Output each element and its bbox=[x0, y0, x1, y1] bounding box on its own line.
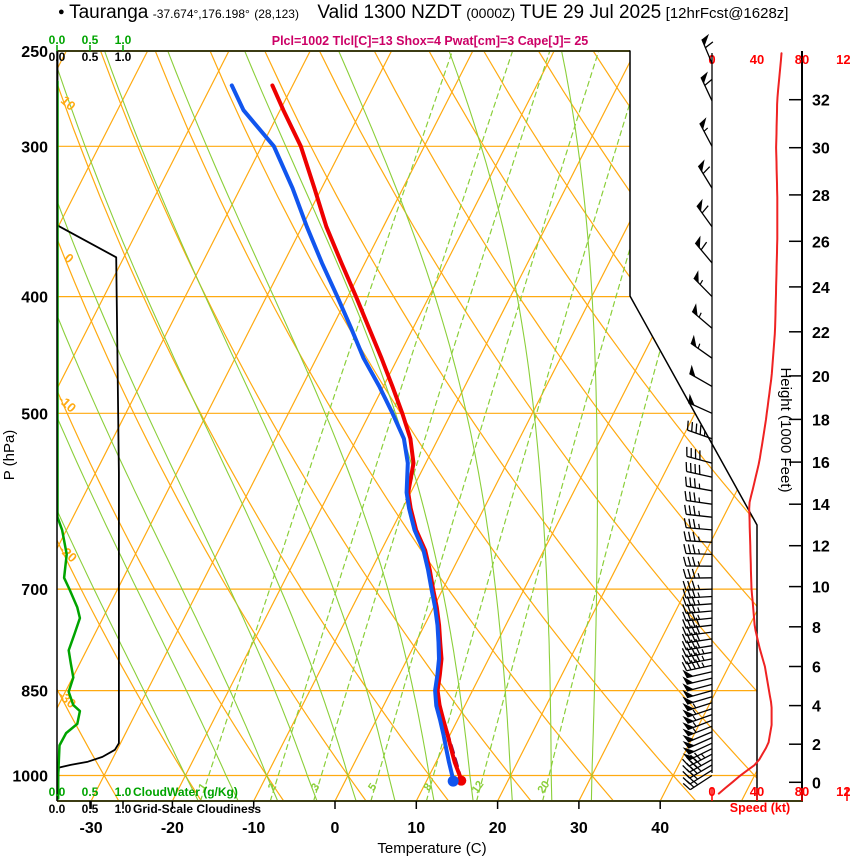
svg-text:10: 10 bbox=[812, 580, 830, 597]
svg-text:0.0: 0.0 bbox=[49, 33, 66, 47]
svg-text:20: 20 bbox=[536, 779, 553, 796]
svg-text:1.0: 1.0 bbox=[115, 785, 132, 799]
svg-text:0.5: 0.5 bbox=[82, 50, 99, 64]
svg-text:40: 40 bbox=[651, 820, 669, 837]
station-coords: -37.674°,176.198° bbox=[152, 7, 250, 21]
svg-text:2: 2 bbox=[812, 737, 821, 754]
svg-text:250: 250 bbox=[21, 44, 48, 61]
svg-text:400: 400 bbox=[21, 290, 48, 307]
svg-text:32: 32 bbox=[812, 93, 830, 110]
station-gridpoint: (28,123) bbox=[254, 7, 299, 21]
svg-text:0: 0 bbox=[61, 250, 76, 266]
svg-text:120: 120 bbox=[836, 784, 850, 799]
svg-text:14: 14 bbox=[812, 497, 830, 514]
svg-text:30: 30 bbox=[812, 141, 830, 158]
svg-text:40: 40 bbox=[750, 52, 764, 67]
svg-text:120: 120 bbox=[836, 52, 850, 67]
svg-text:P (hPa): P (hPa) bbox=[1, 430, 18, 481]
svg-text:5: 5 bbox=[366, 781, 379, 793]
valid-time: Valid 1300 NZDT bbox=[317, 2, 462, 23]
svg-text:3: 3 bbox=[309, 781, 322, 793]
svg-text:26: 26 bbox=[812, 234, 830, 251]
valid-zulu: (0000Z) bbox=[466, 5, 516, 21]
svg-text:1.0: 1.0 bbox=[115, 802, 132, 816]
svg-text:0.0: 0.0 bbox=[49, 50, 66, 64]
forecast-tag: [12hrFcst@1628z] bbox=[665, 5, 789, 22]
svg-text:0.0: 0.0 bbox=[49, 802, 66, 816]
svg-text:850: 850 bbox=[21, 684, 48, 701]
svg-text:30: 30 bbox=[570, 820, 588, 837]
svg-text:1000: 1000 bbox=[12, 769, 48, 786]
svg-text:0.5: 0.5 bbox=[82, 785, 99, 799]
svg-text:300: 300 bbox=[21, 139, 48, 156]
svg-text:20: 20 bbox=[812, 369, 830, 386]
sounding-parameters: Plcl=1002 Tlcl[C]=13 Shox=4 Pwat[cm]=3 C… bbox=[271, 34, 589, 48]
svg-text:80: 80 bbox=[795, 52, 809, 67]
svg-text:0: 0 bbox=[812, 775, 821, 792]
svg-text:2: 2 bbox=[266, 781, 279, 793]
svg-text:Grid-Scale Cloudiness: Grid-Scale Cloudiness bbox=[133, 802, 261, 816]
svg-text:10: 10 bbox=[407, 820, 425, 837]
svg-text:12: 12 bbox=[470, 779, 487, 796]
svg-text:Speed (kt): Speed (kt) bbox=[730, 801, 790, 815]
svg-text:1.0: 1.0 bbox=[115, 50, 132, 64]
svg-text:8: 8 bbox=[421, 781, 434, 793]
svg-text:16: 16 bbox=[812, 455, 830, 472]
svg-text:-30: -30 bbox=[80, 820, 103, 837]
svg-text:0.0: 0.0 bbox=[49, 785, 66, 799]
svg-text:0.5: 0.5 bbox=[82, 33, 99, 47]
svg-text:20: 20 bbox=[489, 820, 507, 837]
svg-text:12: 12 bbox=[812, 539, 830, 556]
valid-date: TUE 29 Jul 2025 bbox=[519, 2, 662, 23]
svg-text:4: 4 bbox=[812, 699, 821, 716]
svg-text:-20: -20 bbox=[161, 820, 184, 837]
svg-text:18: 18 bbox=[812, 412, 830, 429]
station-bullet-icon: ● bbox=[58, 6, 65, 18]
svg-text:10: 10 bbox=[647, 309, 667, 329]
svg-text:500: 500 bbox=[21, 406, 48, 423]
svg-text:22: 22 bbox=[812, 325, 830, 342]
svg-text:28: 28 bbox=[812, 188, 830, 205]
svg-text:Temperature (C): Temperature (C) bbox=[377, 840, 486, 857]
svg-text:1.0: 1.0 bbox=[115, 33, 132, 47]
svg-text:Height (1000 Feet): Height (1000 Feet) bbox=[777, 367, 794, 492]
svg-text:0: 0 bbox=[331, 820, 340, 837]
svg-text:8: 8 bbox=[812, 620, 821, 637]
svg-text:24: 24 bbox=[812, 280, 830, 297]
station-name: Tauranga bbox=[69, 2, 149, 23]
svg-text:700: 700 bbox=[21, 582, 48, 599]
svg-text:CloudWater (g/Kg): CloudWater (g/Kg) bbox=[133, 785, 238, 799]
svg-text:1: 1 bbox=[196, 781, 209, 793]
page-title: ● Tauranga -37.674°,176.198° (28,123) Va… bbox=[58, 2, 850, 24]
svg-text:0.5: 0.5 bbox=[82, 802, 99, 816]
svg-text:6: 6 bbox=[812, 660, 821, 677]
svg-text:-10: -10 bbox=[242, 820, 265, 837]
